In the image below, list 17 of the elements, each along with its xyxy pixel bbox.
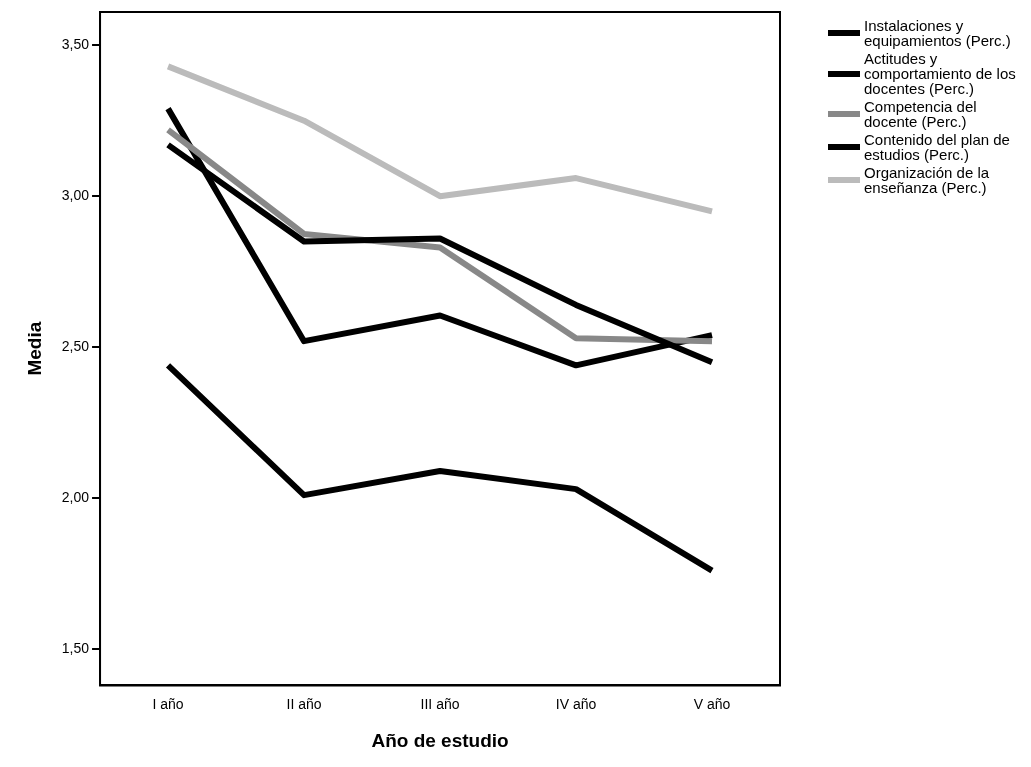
y-tick-label: 1,50	[61, 640, 90, 657]
x-tick-label: II año	[286, 695, 322, 712]
x-tick-label: V año	[693, 695, 731, 712]
y-tick-label: 2,50	[61, 338, 90, 355]
legend-label: Actitudes y comportamiento de los docentes (Perc.)	[864, 50, 1017, 97]
y-axis-title: Media	[23, 321, 45, 376]
y-tick-label: 2,00	[61, 489, 90, 506]
y-tick-label: 3,00	[61, 187, 90, 204]
legend-label: Organización de la enseñanza (Perc.)	[864, 164, 991, 196]
x-axis-title: Año de estudio	[371, 729, 509, 751]
legend-label: Contenido del plan de estudios (Perc.)	[864, 131, 1011, 163]
y-tick-label: 3,50	[61, 36, 90, 53]
x-tick-label: IV año	[555, 695, 597, 712]
x-tick-label: I año	[152, 695, 184, 712]
legend-label: Competencia del docente (Perc.)	[864, 98, 978, 130]
legend-label: Instalaciones y equipamientos (Perc.)	[864, 17, 1012, 49]
x-tick-label: III año	[420, 695, 460, 712]
